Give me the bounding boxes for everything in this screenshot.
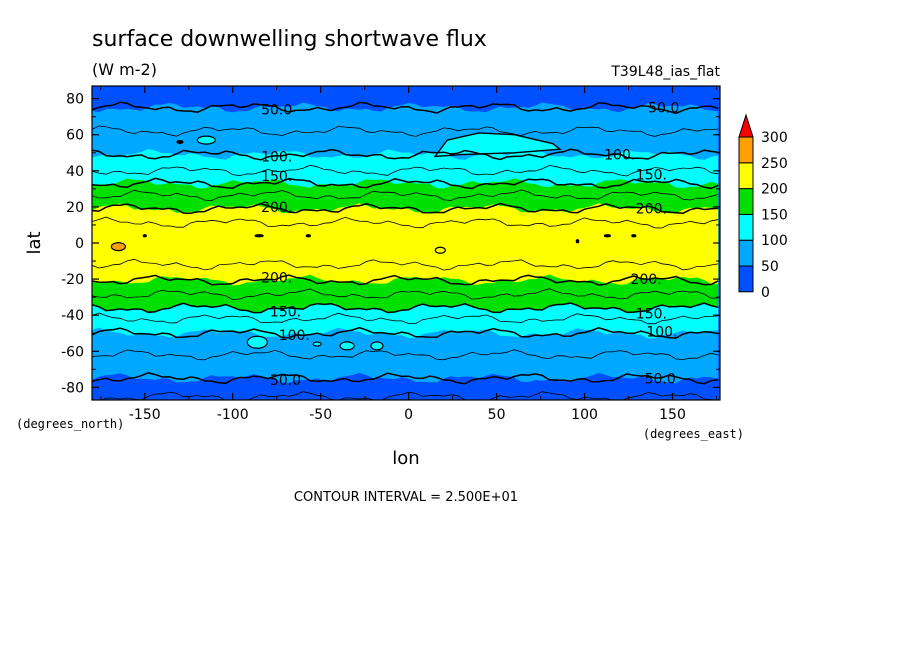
contour-label: 150. bbox=[636, 306, 667, 322]
contour-label: 150. bbox=[261, 169, 292, 185]
contour-200 bbox=[92, 202, 719, 214]
x-tick-label: -50 bbox=[309, 407, 332, 423]
colorbar-label: 0 bbox=[761, 285, 770, 301]
y-axis: 80 60 40 20 0 -20 -40 -60 -80 bbox=[61, 92, 720, 396]
contour-label: 150. bbox=[636, 167, 667, 183]
chart-title: surface downwelling shortwave flux bbox=[92, 27, 487, 52]
contour-label: 200. bbox=[261, 270, 292, 286]
colorbar-legend: 300 250 200 150 100 50 0 bbox=[738, 113, 788, 301]
color-bands bbox=[92, 86, 720, 400]
feature-eq-1 bbox=[434, 246, 446, 254]
contour-50 bbox=[92, 372, 719, 385]
contour-label: 50.0 bbox=[645, 371, 676, 387]
contour-50 bbox=[92, 101, 719, 115]
feature-eq-dot-4 bbox=[631, 234, 637, 238]
colorbar-segment-0 bbox=[738, 265, 754, 293]
x-axis: -150 -100 -50 0 50 100 150 bbox=[100, 86, 717, 423]
x-tick-label: 100 bbox=[571, 407, 598, 423]
band-200 bbox=[92, 203, 719, 286]
contour-75 bbox=[92, 349, 719, 361]
feature-eq-dot-1 bbox=[254, 234, 264, 238]
x-tick-label: 50 bbox=[488, 407, 506, 423]
contour-label: 200. bbox=[636, 202, 667, 218]
feature-blob-south-4 bbox=[312, 341, 322, 347]
contour-lines bbox=[92, 101, 719, 400]
contour-100 bbox=[92, 326, 719, 339]
feature-blob-north bbox=[196, 135, 216, 145]
feature-blob-south-1 bbox=[246, 335, 268, 349]
x-units-label: (degrees_east) bbox=[643, 427, 744, 441]
y-tick-label: 40 bbox=[66, 164, 84, 180]
contour-label: 200. bbox=[631, 272, 662, 288]
y-tick-label: -60 bbox=[61, 344, 84, 360]
y-axis-label: lat bbox=[24, 231, 45, 254]
contour-100 bbox=[92, 148, 719, 161]
contour-125 bbox=[92, 312, 719, 325]
feature-dot-north bbox=[176, 139, 184, 145]
feature-eq-dot-6 bbox=[575, 239, 580, 244]
y-tick-label: 80 bbox=[66, 92, 84, 108]
contour-label: 100. bbox=[279, 328, 310, 344]
colorbar-label: 200 bbox=[761, 182, 788, 198]
feature-orange-blob bbox=[110, 242, 126, 252]
x-tick-label: -150 bbox=[129, 407, 161, 423]
chart-units: (W m-2) bbox=[92, 60, 157, 79]
contour-label: 50.0 bbox=[270, 373, 301, 389]
feature-eq-dot-5 bbox=[142, 234, 147, 238]
colorbar-label: 150 bbox=[761, 207, 788, 223]
x-tick-label: 0 bbox=[404, 407, 413, 423]
contour-175 bbox=[92, 189, 719, 202]
contour-75 bbox=[92, 125, 719, 137]
colorbar-label: 50 bbox=[761, 259, 779, 275]
y-tick-label: 20 bbox=[66, 200, 84, 216]
feature-eq-dot-3 bbox=[603, 234, 612, 238]
colorbar-segment-100 bbox=[738, 213, 754, 241]
y-tick-label: -20 bbox=[61, 272, 84, 288]
colorbar-label: 250 bbox=[761, 156, 788, 172]
feature-blob-south-2 bbox=[339, 341, 355, 351]
feature-blob-south-3 bbox=[370, 341, 384, 351]
contour-label: 100. bbox=[604, 148, 635, 164]
x-axis-label: lon bbox=[392, 448, 419, 469]
y-tick-label: -80 bbox=[61, 380, 84, 396]
colorbar-label: 100 bbox=[761, 233, 788, 249]
feature-eq-dot-2 bbox=[305, 234, 311, 238]
colorbar-segment-150 bbox=[738, 188, 754, 215]
contour-150 bbox=[92, 302, 719, 314]
model-label: T39L48_ias_flat bbox=[610, 64, 720, 80]
contour-175 bbox=[92, 288, 719, 301]
contour-interval-note: CONTOUR INTERVAL = 2.500E+01 bbox=[294, 490, 518, 505]
y-units-label: (degrees_north) bbox=[16, 417, 124, 431]
plot-area bbox=[92, 86, 720, 400]
y-tick-label: -40 bbox=[61, 308, 84, 324]
y-tick-label: 60 bbox=[66, 128, 84, 144]
contour-25 bbox=[92, 391, 717, 400]
colorbar-segment-50 bbox=[738, 239, 754, 267]
contour-225 bbox=[92, 258, 719, 271]
colorbar-label: 300 bbox=[761, 130, 788, 146]
colorbar-overflow-triangle bbox=[738, 113, 754, 138]
contour-225 bbox=[92, 216, 719, 229]
x-tick-label: -100 bbox=[217, 407, 249, 423]
contour-200 bbox=[92, 274, 719, 286]
contour-label: 200. bbox=[261, 200, 292, 216]
contour-label: 100. bbox=[646, 324, 677, 340]
contour-label: 50.0 bbox=[648, 101, 679, 117]
y-tick-label: 0 bbox=[75, 236, 84, 252]
contour-125 bbox=[92, 164, 719, 177]
colorbar-segment-200 bbox=[738, 162, 754, 190]
contour-label: 50.0 bbox=[261, 102, 292, 118]
contour-label: 150. bbox=[270, 305, 301, 321]
x-tick-label: 150 bbox=[659, 407, 686, 423]
contour-150 bbox=[92, 177, 719, 190]
contour-label: 100. bbox=[261, 149, 292, 165]
colorbar-segment-250 bbox=[738, 136, 754, 164]
